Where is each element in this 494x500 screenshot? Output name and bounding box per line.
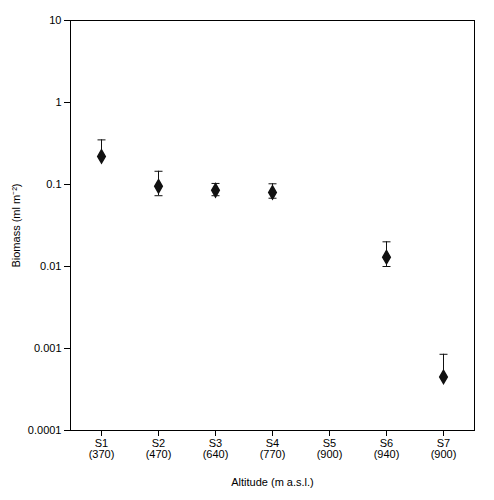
svg-text:S6(940): S6(940) xyxy=(374,437,400,460)
svg-text:S5(900): S5(900) xyxy=(317,437,343,460)
svg-text:Biomass (ml m⁻²): Biomass (ml m⁻²) xyxy=(10,183,22,267)
svg-text:S1(370): S1(370) xyxy=(89,437,115,460)
svg-text:S7(900): S7(900) xyxy=(431,437,457,460)
svg-text:Altitude (m a.s.l.): Altitude (m a.s.l.) xyxy=(231,476,314,488)
svg-text:0.0001: 0.0001 xyxy=(28,424,62,436)
svg-text:S4(770): S4(770) xyxy=(260,437,286,460)
svg-text:1: 1 xyxy=(55,96,61,108)
svg-text:0.001: 0.001 xyxy=(34,342,62,354)
svg-text:S2(470): S2(470) xyxy=(146,437,172,460)
svg-text:0.01: 0.01 xyxy=(40,260,61,272)
svg-text:0.1: 0.1 xyxy=(46,178,61,190)
svg-text:10: 10 xyxy=(49,14,61,26)
svg-text:S3(640): S3(640) xyxy=(203,437,229,460)
